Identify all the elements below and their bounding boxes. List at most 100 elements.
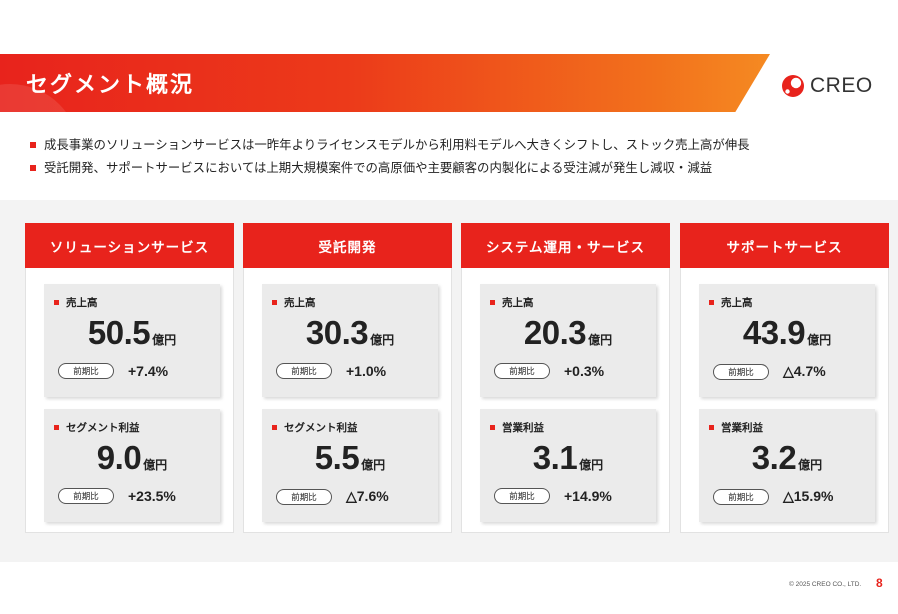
- copyright: © 2025 CREO CO., LTD.: [789, 581, 862, 588]
- value-unit: 億円: [152, 333, 177, 347]
- value-number: 3.2: [751, 439, 797, 476]
- yoy-value: +14.9%: [564, 488, 612, 504]
- card-value: 5.5 億円: [262, 439, 438, 477]
- value-unit: 億円: [143, 458, 168, 472]
- bullet-text: 成長事業のソリューションサービスは一昨年よりライセンスモデルから利用料モデルへ大…: [44, 137, 750, 152]
- segment-panel: ソリューションサービス 売上高 50.5 億円 前期比 +7.4% セグメント利益 …: [0, 200, 898, 562]
- value-number: 43.9: [742, 314, 806, 351]
- yoy-pill: 前期比: [276, 363, 332, 379]
- card-value: 20.3 億円: [480, 314, 656, 352]
- card-label: 売上高: [709, 295, 753, 310]
- bullet-item: 受託開発、サポートサービスにおいては上期大規模案件での高原価や主要顧客の内製化に…: [30, 156, 750, 179]
- yoy-row: 前期比 △15.9%: [713, 488, 833, 505]
- yoy-row: 前期比 △7.6%: [276, 488, 389, 505]
- value-number: 5.5: [314, 439, 360, 476]
- yoy-row: 前期比 +7.4%: [58, 363, 168, 379]
- label-marker-icon: [272, 425, 277, 430]
- yoy-value: △4.7%: [783, 363, 826, 379]
- sales-card: 売上高 20.3 億円 前期比 +0.3%: [480, 284, 656, 397]
- card-label-text: 営業利益: [721, 422, 763, 434]
- card-label: 売上高: [272, 295, 316, 310]
- creo-logo-icon: [782, 75, 804, 97]
- page-title: セグメント概況: [26, 73, 195, 98]
- label-marker-icon: [709, 300, 714, 305]
- yoy-value: +7.4%: [128, 363, 169, 379]
- value-unit: 億円: [798, 458, 823, 472]
- bullet-marker-icon: [30, 164, 36, 171]
- yoy-row: 前期比 +1.0%: [276, 363, 386, 379]
- card-label: 売上高: [54, 295, 98, 310]
- bullet-text: 受託開発、サポートサービスにおいては上期大規模案件での高原価や主要顧客の内製化に…: [44, 160, 713, 175]
- card-value: 3.1 億円: [480, 439, 656, 477]
- value-unit: 億円: [361, 458, 386, 472]
- card-value: 30.3 億円: [262, 314, 438, 352]
- bullet-item: 成長事業のソリューションサービスは一昨年よりライセンスモデルから利用料モデルへ大…: [30, 133, 750, 156]
- segment-column-system-ops: システム運用・サービス 売上高 20.3 億円 前期比 +0.3% 営業利益 3.1…: [461, 223, 670, 533]
- logo-text: CREO: [810, 74, 873, 97]
- card-label-text: セグメント利益: [284, 422, 358, 434]
- yoy-pill: 前期比: [713, 363, 769, 380]
- sales-card: 売上高 50.5 億円 前期比 +7.4%: [44, 284, 220, 397]
- yoy-row: 前期比 △4.7%: [713, 363, 826, 380]
- card-label: セグメント利益: [54, 420, 140, 435]
- yoy-value: △15.9%: [783, 488, 834, 504]
- yoy-row: 前期比 +23.5%: [58, 488, 176, 504]
- bullet-marker-icon: [30, 141, 36, 148]
- segment-header: ソリューションサービス: [25, 223, 234, 268]
- card-label: 営業利益: [709, 420, 763, 435]
- yoy-pill: 前期比: [494, 488, 550, 504]
- yoy-value: +0.3%: [564, 363, 605, 379]
- value-unit: 億円: [579, 458, 604, 472]
- value-number: 20.3: [523, 314, 587, 351]
- yoy-value: △7.6%: [346, 488, 389, 504]
- label-marker-icon: [490, 425, 495, 430]
- card-value: 43.9 億円: [699, 314, 875, 352]
- segment-header: システム運用・サービス: [461, 223, 670, 268]
- yoy-value: +1.0%: [346, 363, 387, 379]
- card-label-text: 売上高: [284, 297, 316, 309]
- yoy-pill: 前期比: [58, 488, 114, 504]
- label-marker-icon: [490, 300, 495, 305]
- yoy-value: +23.5%: [128, 488, 176, 504]
- segment-column-support: サポートサービス 売上高 43.9 億円 前期比 △4.7% 営業利益 3.2 億円 …: [680, 223, 889, 533]
- value-unit: 億円: [807, 333, 832, 347]
- summary-bullets: 成長事業のソリューションサービスは一昨年よりライセンスモデルから利用料モデルへ大…: [30, 133, 750, 179]
- value-number: 9.0: [96, 439, 142, 476]
- yoy-pill: 前期比: [494, 363, 550, 379]
- card-label-text: 売上高: [721, 297, 753, 309]
- value-unit: 億円: [370, 333, 395, 347]
- segment-header: サポートサービス: [680, 223, 889, 268]
- company-logo: CREO: [781, 72, 873, 100]
- sales-card: 売上高 43.9 億円 前期比 △4.7%: [699, 284, 875, 397]
- yoy-pill: 前期比: [276, 488, 332, 505]
- yoy-row: 前期比 +14.9%: [494, 488, 612, 504]
- label-marker-icon: [709, 425, 714, 430]
- card-label-text: セグメント利益: [66, 422, 140, 434]
- profit-card: 営業利益 3.1 億円 前期比 +14.9%: [480, 409, 656, 522]
- sales-card: 売上高 30.3 億円 前期比 +1.0%: [262, 284, 438, 397]
- value-unit: 億円: [588, 333, 613, 347]
- yoy-row: 前期比 +0.3%: [494, 363, 604, 379]
- profit-card: 営業利益 3.2 億円 前期比 △15.9%: [699, 409, 875, 522]
- card-value: 3.2 億円: [699, 439, 875, 477]
- card-label-text: 営業利益: [502, 422, 544, 434]
- value-number: 30.3: [305, 314, 369, 351]
- segment-header: 受託開発: [243, 223, 452, 268]
- card-label-text: 売上高: [66, 297, 98, 309]
- yoy-pill: 前期比: [58, 363, 114, 379]
- page-number: 8: [876, 576, 883, 590]
- card-label: 営業利益: [490, 420, 544, 435]
- profit-card: セグメント利益 9.0 億円 前期比 +23.5%: [44, 409, 220, 522]
- yoy-pill: 前期比: [713, 488, 769, 505]
- card-label: セグメント利益: [272, 420, 358, 435]
- card-value: 9.0 億円: [44, 439, 220, 477]
- label-marker-icon: [54, 300, 59, 305]
- segment-column-solution: ソリューションサービス 売上高 50.5 億円 前期比 +7.4% セグメント利益 …: [25, 223, 234, 533]
- card-label-text: 売上高: [502, 297, 534, 309]
- card-label: 売上高: [490, 295, 534, 310]
- segment-column-contract-dev: 受託開発 売上高 30.3 億円 前期比 +1.0% セグメント利益 5.5 億円 前…: [243, 223, 452, 533]
- profit-card: セグメント利益 5.5 億円 前期比 △7.6%: [262, 409, 438, 522]
- label-marker-icon: [272, 300, 277, 305]
- value-number: 3.1: [532, 439, 578, 476]
